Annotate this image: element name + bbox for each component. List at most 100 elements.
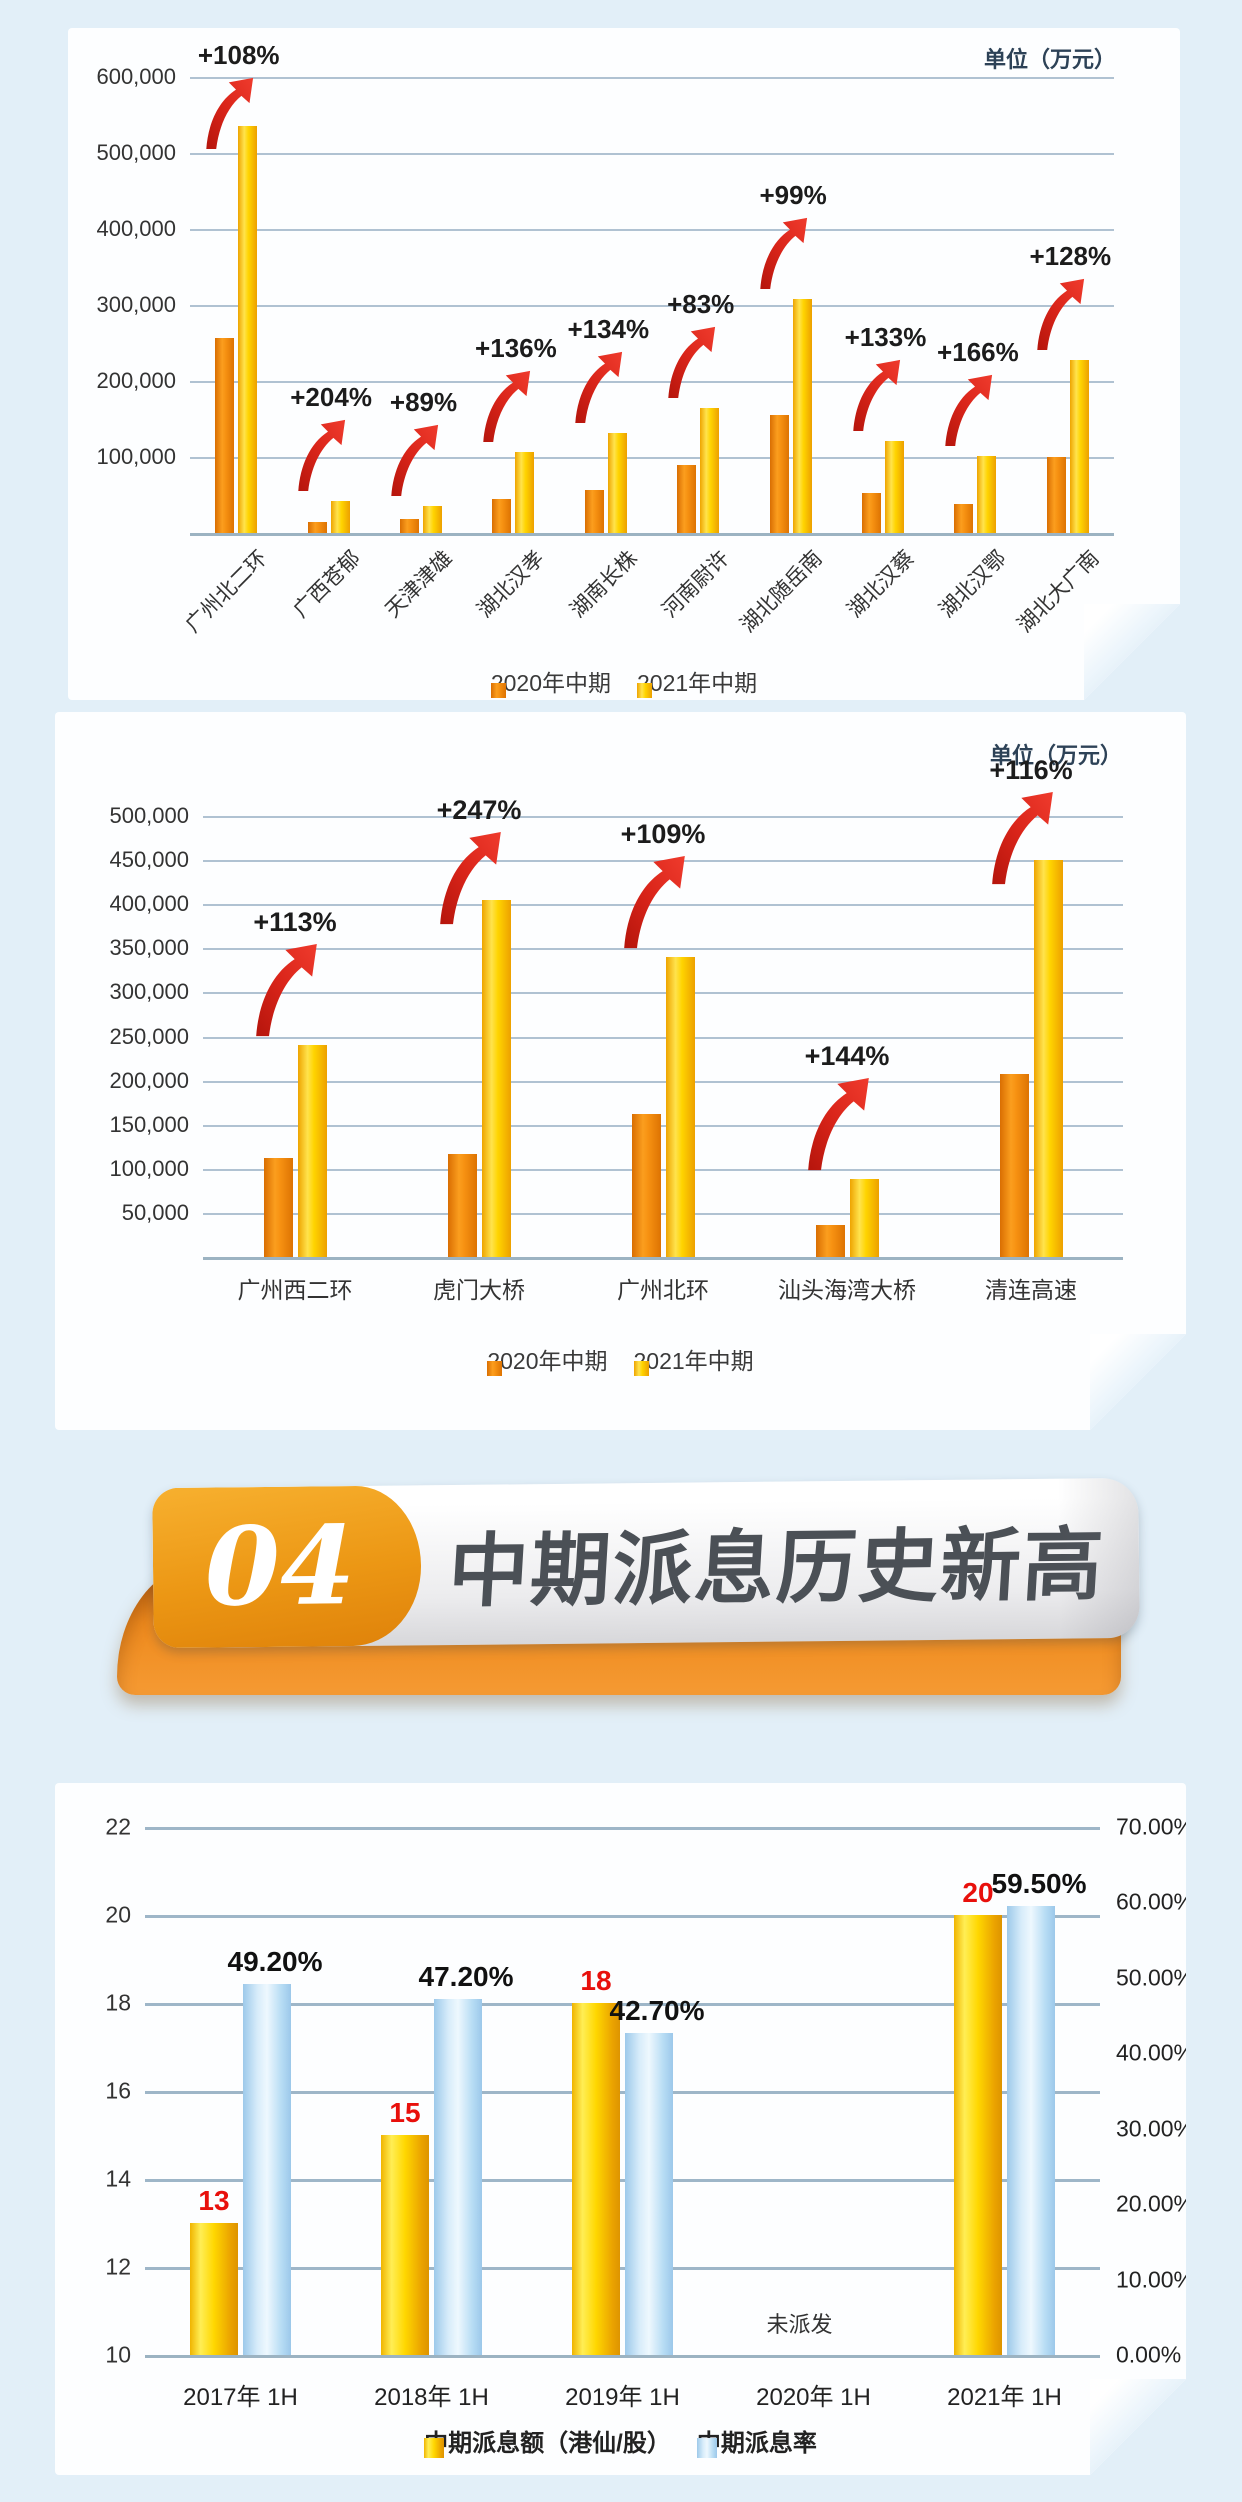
growth-arrow-icon: [200, 75, 254, 151]
bar-2020年中期: [1047, 457, 1066, 533]
bar-2021年中期: [666, 957, 695, 1257]
growth-label: +204%: [290, 381, 372, 412]
growth-label: +144%: [804, 1041, 890, 1072]
y-tick-label: 300,000: [109, 979, 189, 1005]
payout-rate-label: 59.50%: [991, 1868, 1087, 1900]
dividend-value-label: 20: [962, 1877, 994, 1908]
growth-arrow-icon: [616, 854, 686, 949]
bar-2020年中期: [308, 522, 327, 533]
chart-legend-1: 2020年中期 2021年中期: [68, 664, 1180, 698]
dividend-value-label: 18: [580, 1965, 612, 1996]
bar-2021年中期: [331, 501, 350, 533]
y-tick-label: 400,000: [96, 216, 176, 241]
bar-2020年中期: [1000, 1074, 1029, 1257]
grid-line: [145, 1827, 1100, 1830]
category-label: 清连高速: [985, 1277, 1077, 1303]
section-title: 中期派息历史新高: [445, 1520, 1108, 1617]
growth-label: +108%: [197, 40, 280, 71]
bar-2021年中期: [850, 1179, 879, 1257]
bar-2021年中期: [608, 433, 627, 533]
right-axis-tick-label: 60.00%: [1116, 1888, 1195, 1915]
y-tick-label: 150,000: [109, 1111, 189, 1137]
category-label: 2021年 1H: [947, 2384, 1062, 2411]
y-tick-label: 450,000: [109, 847, 189, 873]
growth-arrow-icon: [248, 942, 318, 1037]
category-label: 广州北二环: [181, 546, 273, 638]
revenue-chart-card-1: 单位（万元） 100,000 200,000 300,000 400,000 500,0…: [68, 28, 1180, 700]
grid-line: [203, 1125, 1123, 1127]
left-axis-tick-label: 10: [105, 2341, 131, 2368]
banner-ribbon-front: 04 中期派息历史新高: [152, 1477, 1140, 1649]
growth-label: +133%: [844, 322, 927, 353]
bar-2020年中期: [448, 1154, 477, 1257]
bar-2021年中期: [977, 456, 996, 533]
chart-legend-2: 2020年中期 2021年中期: [55, 1342, 1186, 1376]
dividend-amount-bar: [190, 2223, 238, 2355]
legend-item: 中期派息额（港仙/股）: [424, 2423, 671, 2458]
growth-label: +99%: [759, 179, 827, 210]
right-axis-tick-label: 0.00%: [1116, 2341, 1182, 2368]
legend-label: 2021年中期: [637, 670, 758, 696]
growth-arrow-icon: [662, 324, 716, 400]
grid-line: [203, 1213, 1123, 1215]
dividend-amount-bar: [954, 1915, 1002, 2355]
bar-2021年中期: [298, 1045, 327, 1257]
grid-line: [145, 2267, 1100, 2270]
grid-line: [190, 305, 1114, 307]
bar-2021年中期: [423, 506, 442, 533]
bar-2020年中期: [492, 499, 511, 533]
bar-2020年中期: [264, 1158, 293, 1257]
grid-line: [203, 948, 1123, 950]
bar-2021年中期: [482, 900, 511, 1257]
grid-line: [190, 381, 1114, 383]
left-axis-tick-label: 22: [105, 1813, 131, 1840]
payout-rate-bar: [434, 1999, 482, 2355]
y-tick-label: 500,000: [109, 803, 189, 828]
legend-label: 2020年中期: [490, 670, 611, 696]
dividend-amount-bar: [572, 2003, 620, 2355]
y-tick-label: 50,000: [121, 1199, 189, 1225]
y-tick-label: 400,000: [109, 891, 189, 917]
chart-legend-3: 中期派息额（港仙/股） 中期派息率: [55, 2423, 1186, 2458]
category-label: 湖南长株: [565, 546, 642, 623]
dividend-amount-bar: [381, 2135, 429, 2355]
left-axis-tick-label: 16: [105, 2077, 131, 2104]
category-label: 汕头海湾大桥: [778, 1277, 916, 1303]
category-label: 湖北汉蔡: [843, 546, 919, 623]
legend-swatch-icon: [487, 1361, 502, 1376]
category-label: 虎门大桥: [433, 1277, 525, 1303]
right-axis-tick-label: 10.00%: [1116, 2266, 1195, 2293]
unit-label: 单位（万元）: [983, 47, 1116, 72]
grid-line: [190, 457, 1114, 459]
category-label: 广西苍郁: [288, 546, 365, 623]
growth-arrow-icon: [385, 422, 439, 498]
growth-arrow-icon: [847, 357, 901, 433]
grid-line: [203, 1169, 1123, 1171]
legend-item: 2021年中期: [634, 1342, 754, 1376]
legend-item: 中期派息率: [697, 2423, 817, 2458]
legend-label: 2020年中期: [487, 1348, 608, 1374]
revenue-chart-card-2: 单位（万元） 50,000 100,000 150,000 200,000 250,00…: [55, 712, 1186, 1430]
category-label: 2020年 1H: [756, 2384, 871, 2411]
category-label: 河南尉许: [658, 546, 735, 623]
bar-2020年中期: [770, 415, 789, 533]
grid-line: [145, 1915, 1100, 1918]
growth-arrow-icon: [292, 417, 346, 493]
right-axis-tick-label: 70.00%: [1116, 1813, 1195, 1840]
growth-label: +247%: [436, 794, 522, 825]
bar-2020年中期: [400, 519, 419, 533]
growth-label: +128%: [1029, 240, 1112, 271]
page-fold-corner-icon: [1090, 1334, 1186, 1430]
y-tick-label: 200,000: [96, 368, 176, 393]
category-label: 广州西二环: [237, 1277, 353, 1303]
growth-arrow-icon: [569, 349, 623, 425]
grid-line: [203, 992, 1123, 994]
legend-swatch-icon: [637, 683, 652, 698]
legend-swatch-icon: [634, 1361, 649, 1376]
bar-2021年中期: [1034, 860, 1063, 1257]
legend-item: 2020年中期: [487, 1342, 607, 1376]
left-axis-tick-label: 12: [105, 2253, 131, 2280]
category-label: 湖北汉孝: [473, 546, 550, 623]
category-label: 2018年 1H: [374, 2384, 489, 2411]
